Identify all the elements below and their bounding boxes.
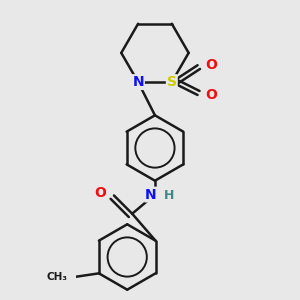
Text: O: O [206, 58, 218, 72]
Text: CH₃: CH₃ [46, 272, 67, 282]
Text: S: S [167, 75, 177, 89]
Text: H: H [164, 189, 174, 202]
Text: N: N [132, 75, 144, 89]
Text: N: N [145, 188, 157, 202]
Text: O: O [206, 88, 218, 102]
Text: O: O [94, 187, 106, 200]
